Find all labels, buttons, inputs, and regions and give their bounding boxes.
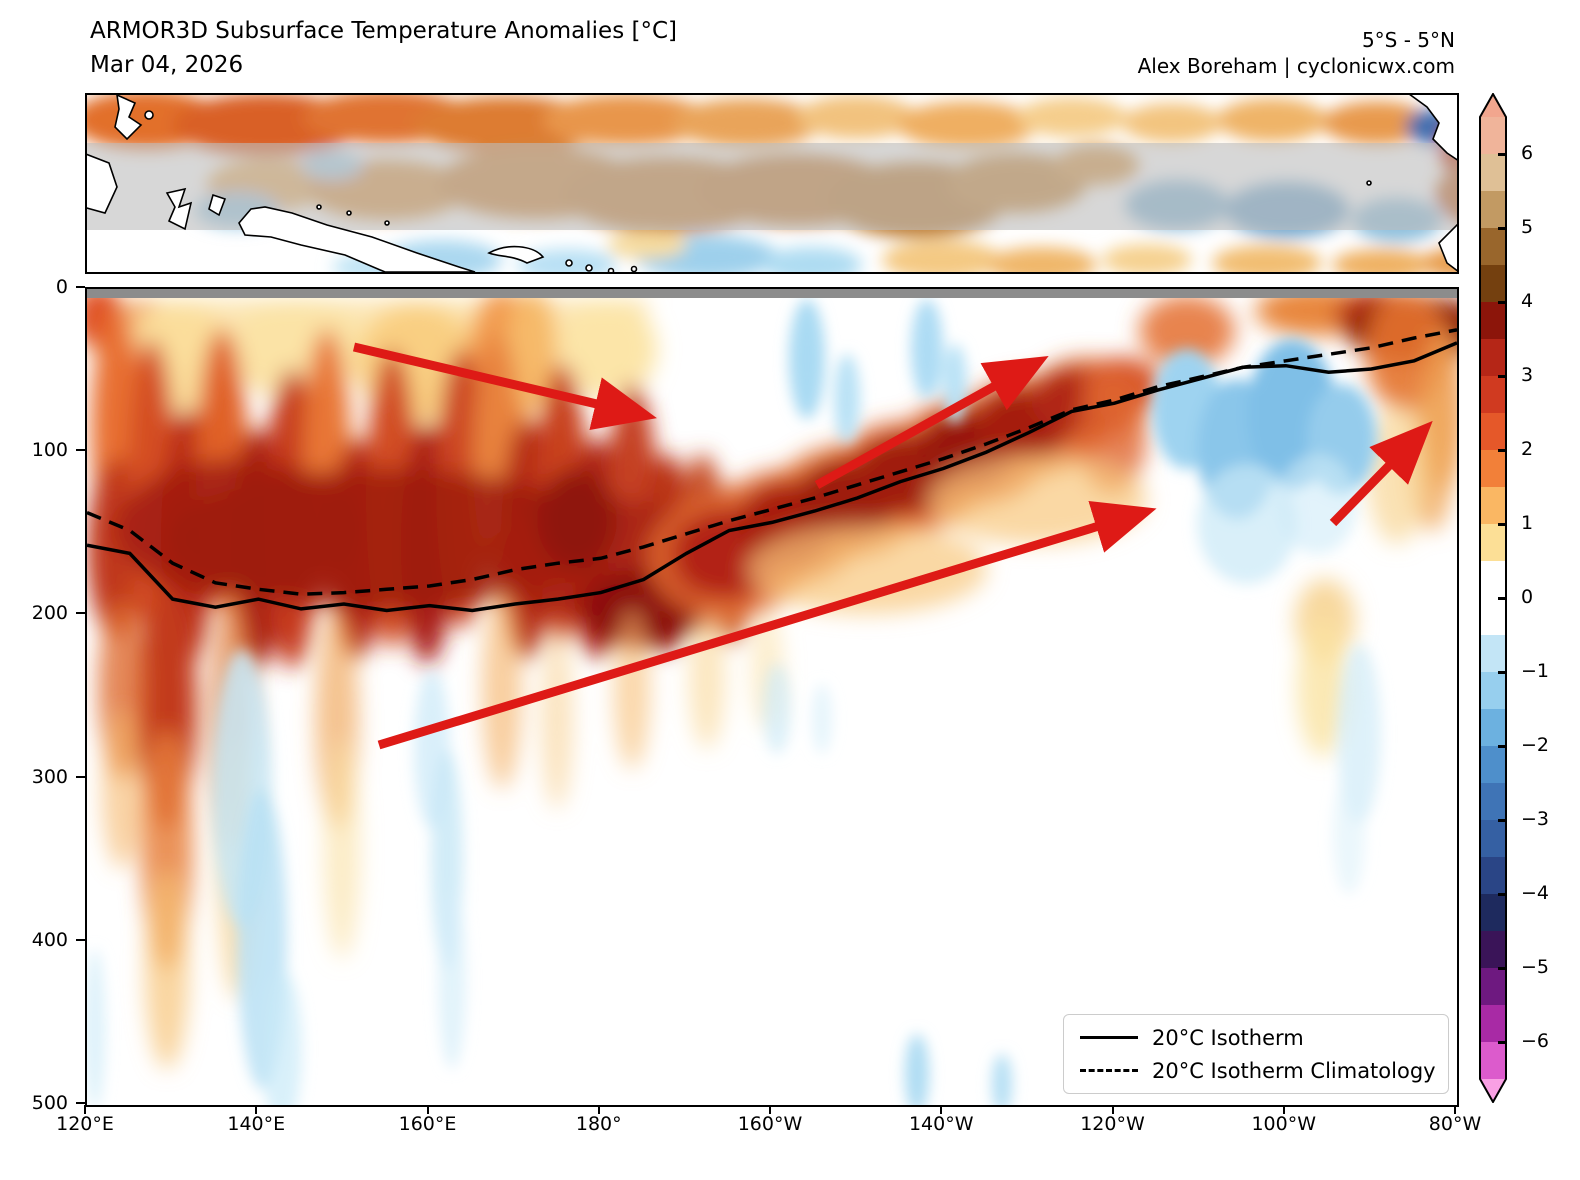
colorbar-tick-label: −5 (1521, 956, 1550, 978)
x-tick-mark (1282, 1105, 1285, 1114)
legend-label-climatology: 20°C Isotherm Climatology (1152, 1058, 1436, 1083)
colorbar-tick-label: 0 (1521, 586, 1534, 608)
colorbar-tick-mark (1498, 375, 1507, 378)
annotation-arrow (377, 500, 1157, 750)
x-tick-mark (426, 1105, 429, 1114)
solid-line-sample (1080, 1036, 1138, 1039)
colorbar-tick-mark (1498, 523, 1507, 526)
x-tick-label: 80°W (1428, 1113, 1482, 1135)
x-tick-mark (940, 1105, 943, 1114)
colorbar-gradient (1479, 91, 1507, 1105)
credit-text: Alex Boreham | cyclonicwx.com (1137, 54, 1455, 78)
colorbar-tick-mark (1498, 301, 1507, 304)
isotherm-climatology-line (87, 328, 1457, 596)
x-tick-mark (1111, 1105, 1114, 1114)
latitude-band-label: 5°S - 5°N (1361, 28, 1455, 52)
y-tick-mark (76, 1102, 85, 1104)
colorbar-tick-mark (1498, 1041, 1507, 1044)
colorbar-tick-label: 6 (1521, 142, 1534, 164)
x-tick-mark (769, 1105, 771, 1114)
annotation-arrow (352, 342, 657, 431)
colorbar-tick-mark (1498, 819, 1507, 822)
page-title: ARMOR3D Subsurface Temperature Anomalies… (90, 18, 678, 44)
x-tick-label: 120°W (1080, 1113, 1145, 1135)
dashed-line-sample (1080, 1069, 1138, 1072)
annotation-arrow (814, 356, 1049, 489)
y-tick-mark (76, 449, 85, 452)
colorbar-tick-label: 1 (1521, 512, 1534, 534)
colorbar-tick-mark (1498, 153, 1507, 156)
cross-section-plot (87, 289, 1457, 1105)
y-tick-mark (76, 938, 85, 941)
colorbar-tick-label: 2 (1521, 438, 1534, 460)
legend: 20°C Isotherm 20°C Isotherm Climatology (1063, 1014, 1449, 1094)
x-tick-mark (84, 1105, 86, 1114)
warm-anomaly-field (87, 289, 1457, 1069)
x-tick-label: 160°W (737, 1113, 803, 1135)
x-tick-label: 180° (575, 1113, 622, 1135)
surface-mask-strip (87, 289, 1457, 298)
y-tick-label: 500 (31, 1092, 68, 1114)
colorbar-tick-label: −4 (1521, 882, 1550, 904)
x-tick-label: 100°W (1251, 1113, 1317, 1135)
coastlines (87, 95, 1457, 272)
colorbar-tick-mark (1498, 967, 1507, 970)
x-tick-mark (597, 1105, 600, 1114)
x-tick-label: 120°E (56, 1113, 114, 1135)
colorbar-tick-label: −6 (1521, 1030, 1550, 1052)
annotation-arrow (1329, 420, 1433, 527)
x-tick-label: 140°W (908, 1113, 974, 1135)
colorbar-tick-label: −1 (1521, 660, 1550, 682)
x-tick-label: 160°E (398, 1113, 457, 1135)
colorbar-tick-mark (1498, 671, 1507, 674)
colorbar-tick-label: 3 (1521, 364, 1534, 386)
colorbar-tick-mark (1498, 893, 1507, 896)
propagation-arrows (352, 342, 1433, 750)
depth-cross-section-panel: 20°C Isotherm 20°C Isotherm Climatology (85, 287, 1459, 1107)
colorbar-tick-label: −3 (1521, 808, 1550, 830)
y-tick-mark (76, 286, 85, 288)
colorbar-tick-mark (1498, 745, 1507, 748)
chart-date: Mar 04, 2026 (90, 52, 244, 78)
legend-item-isotherm: 20°C Isotherm (1080, 1026, 1448, 1050)
y-tick-mark (76, 775, 85, 778)
colorbar-tick-mark (1498, 449, 1507, 452)
y-tick-mark (76, 612, 85, 615)
legend-item-climatology: 20°C Isotherm Climatology (1080, 1059, 1448, 1083)
averaging-band-overlay (87, 143, 1457, 230)
x-tick-mark (1454, 1105, 1456, 1114)
colorbar-tick-label: −2 (1521, 734, 1550, 756)
y-tick-label: 200 (31, 602, 68, 625)
colorbar-tick-mark (1498, 227, 1507, 230)
cool-anomaly-field (87, 299, 1381, 1105)
colorbar-tick-mark (1498, 597, 1507, 600)
y-tick-label: 400 (31, 928, 68, 951)
colorbar (1478, 91, 1508, 1105)
x-tick-label: 140°E (227, 1113, 286, 1135)
legend-label-isotherm: 20°C Isotherm (1152, 1025, 1304, 1050)
colorbar-tick-label: 4 (1521, 290, 1534, 312)
x-tick-mark (255, 1105, 258, 1114)
y-tick-label: 0 (55, 276, 68, 298)
sst-anomaly-map (87, 95, 1457, 272)
y-tick-label: 300 (31, 765, 68, 788)
colorbar-tick-label: 5 (1521, 216, 1534, 238)
isotherm-line (87, 341, 1457, 613)
sst-anomaly-map-panel (85, 93, 1459, 274)
y-tick-label: 100 (31, 439, 68, 462)
